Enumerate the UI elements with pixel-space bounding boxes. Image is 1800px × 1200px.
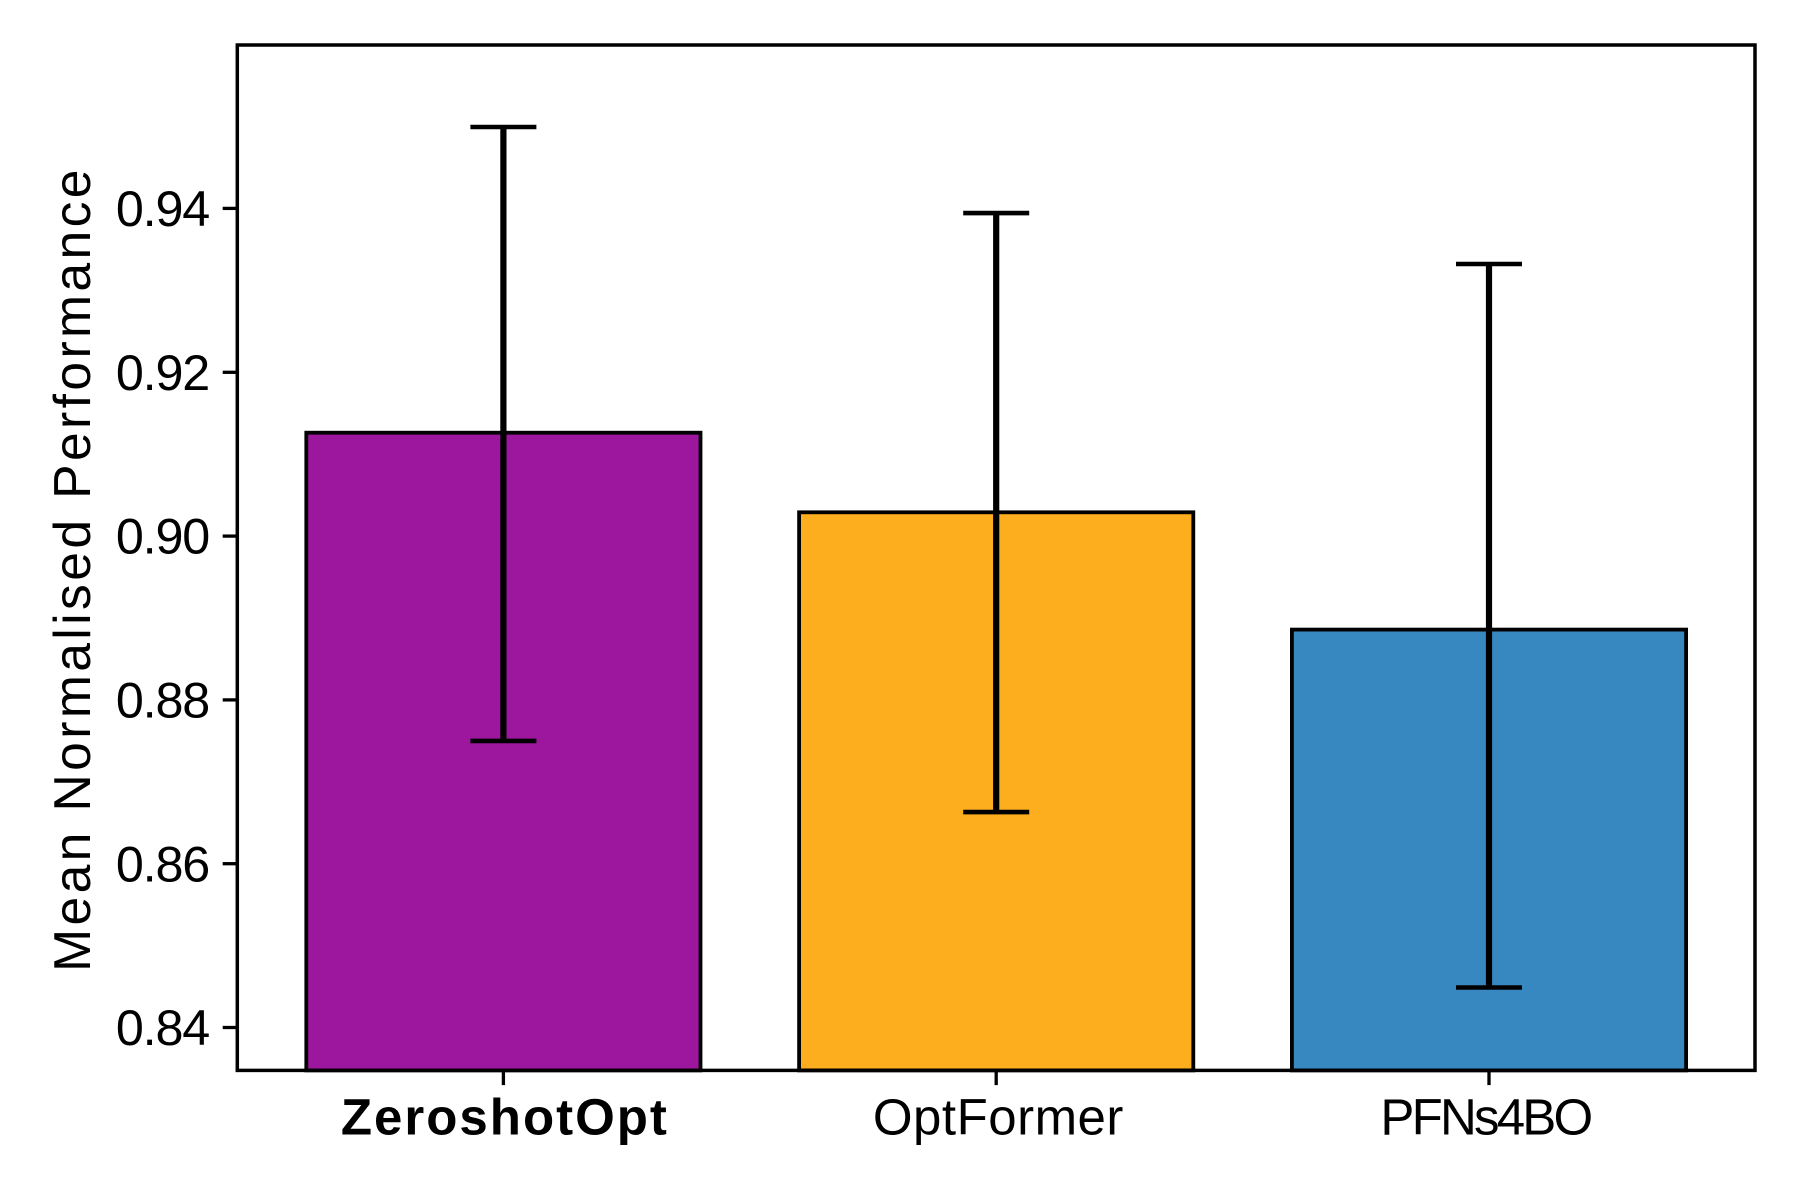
svg-text:0.92: 0.92 [116, 344, 209, 401]
svg-text:0.88: 0.88 [116, 672, 209, 729]
svg-text:0.84: 0.84 [116, 999, 209, 1056]
svg-text:0.94: 0.94 [116, 180, 209, 237]
svg-text:0.86: 0.86 [116, 835, 209, 892]
svg-text:PFNs4BO: PFNs4BO [1380, 1089, 1591, 1146]
svg-text:OptFormer: OptFormer [873, 1089, 1124, 1146]
svg-text:ZeroshotOpt: ZeroshotOpt [341, 1089, 669, 1146]
svg-text:Mean Normalised Performance: Mean Normalised Performance [43, 166, 101, 972]
svg-text:0.90: 0.90 [116, 508, 209, 565]
